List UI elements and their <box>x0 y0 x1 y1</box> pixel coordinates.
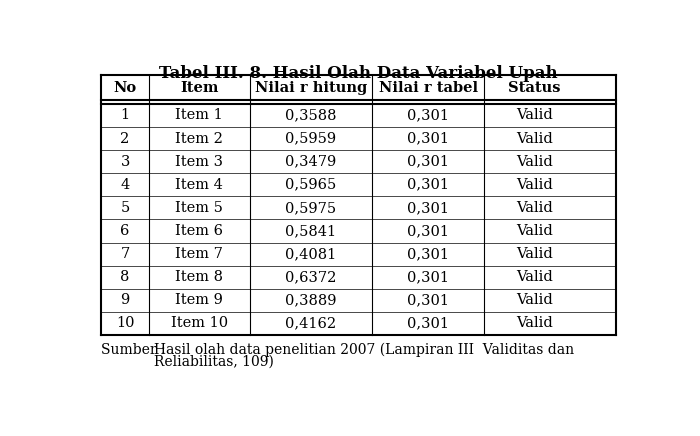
Text: Item 10: Item 10 <box>171 317 228 330</box>
Text: Tabel III. 8. Hasil Olah Data Variabel Upah: Tabel III. 8. Hasil Olah Data Variabel U… <box>160 65 558 82</box>
Text: Item 4: Item 4 <box>175 178 223 192</box>
Text: 0,4081: 0,4081 <box>286 247 337 261</box>
Text: 0,5965: 0,5965 <box>286 178 337 192</box>
Text: 0,3889: 0,3889 <box>285 293 337 307</box>
Text: 5: 5 <box>120 201 130 215</box>
Text: Item 2: Item 2 <box>175 132 223 146</box>
Text: 4: 4 <box>120 178 130 192</box>
Text: 0,3479: 0,3479 <box>286 155 337 169</box>
Text: Status: Status <box>508 81 561 95</box>
Text: 0,3588: 0,3588 <box>285 109 337 123</box>
Text: Item 3: Item 3 <box>175 155 223 169</box>
Text: Item 5: Item 5 <box>175 201 223 215</box>
Text: Item 9: Item 9 <box>175 293 223 307</box>
Text: 0,5975: 0,5975 <box>286 201 337 215</box>
Text: Valid: Valid <box>517 270 553 284</box>
Text: 0,301: 0,301 <box>407 270 449 284</box>
Text: 0,301: 0,301 <box>407 109 449 123</box>
Text: 9: 9 <box>120 293 130 307</box>
Text: 0,301: 0,301 <box>407 317 449 330</box>
Text: Item: Item <box>180 81 218 95</box>
Text: 0,301: 0,301 <box>407 155 449 169</box>
Text: Reliabilitas, 109): Reliabilitas, 109) <box>154 355 274 369</box>
Text: 10: 10 <box>116 317 134 330</box>
Text: 1: 1 <box>120 109 130 123</box>
Text: Item 8: Item 8 <box>175 270 223 284</box>
Text: Valid: Valid <box>517 201 553 215</box>
Text: 0,301: 0,301 <box>407 201 449 215</box>
Text: Valid: Valid <box>517 109 553 123</box>
Text: 7: 7 <box>120 247 130 261</box>
Text: No: No <box>113 81 136 95</box>
Text: 0,5959: 0,5959 <box>286 132 337 146</box>
Text: 0,301: 0,301 <box>407 247 449 261</box>
Text: Valid: Valid <box>517 293 553 307</box>
Text: 0,301: 0,301 <box>407 178 449 192</box>
Text: 0,6372: 0,6372 <box>285 270 337 284</box>
Text: 0,301: 0,301 <box>407 224 449 238</box>
Text: Valid: Valid <box>517 247 553 261</box>
Text: Valid: Valid <box>517 178 553 192</box>
Text: Valid: Valid <box>517 132 553 146</box>
Text: 6: 6 <box>120 224 130 238</box>
Text: Valid: Valid <box>517 224 553 238</box>
Text: 3: 3 <box>120 155 130 169</box>
Text: Valid: Valid <box>517 155 553 169</box>
Text: Item 6: Item 6 <box>175 224 223 238</box>
Text: Item 1: Item 1 <box>175 109 223 123</box>
Text: Item 7: Item 7 <box>175 247 223 261</box>
Text: 8: 8 <box>120 270 130 284</box>
Text: 0,4162: 0,4162 <box>286 317 337 330</box>
Text: 0,301: 0,301 <box>407 132 449 146</box>
Text: 0,5841: 0,5841 <box>286 224 337 238</box>
Text: Valid: Valid <box>517 317 553 330</box>
Text: Nilai r hitung: Nilai r hitung <box>255 81 367 95</box>
Text: Nilai r tabel: Nilai r tabel <box>379 81 478 95</box>
Text: 0,301: 0,301 <box>407 293 449 307</box>
Text: Hasil olah data penelitian 2007 (Lampiran III  Validitas dan: Hasil olah data penelitian 2007 (Lampira… <box>154 343 574 357</box>
Text: Sumber :: Sumber : <box>102 343 166 357</box>
Text: 2: 2 <box>120 132 130 146</box>
